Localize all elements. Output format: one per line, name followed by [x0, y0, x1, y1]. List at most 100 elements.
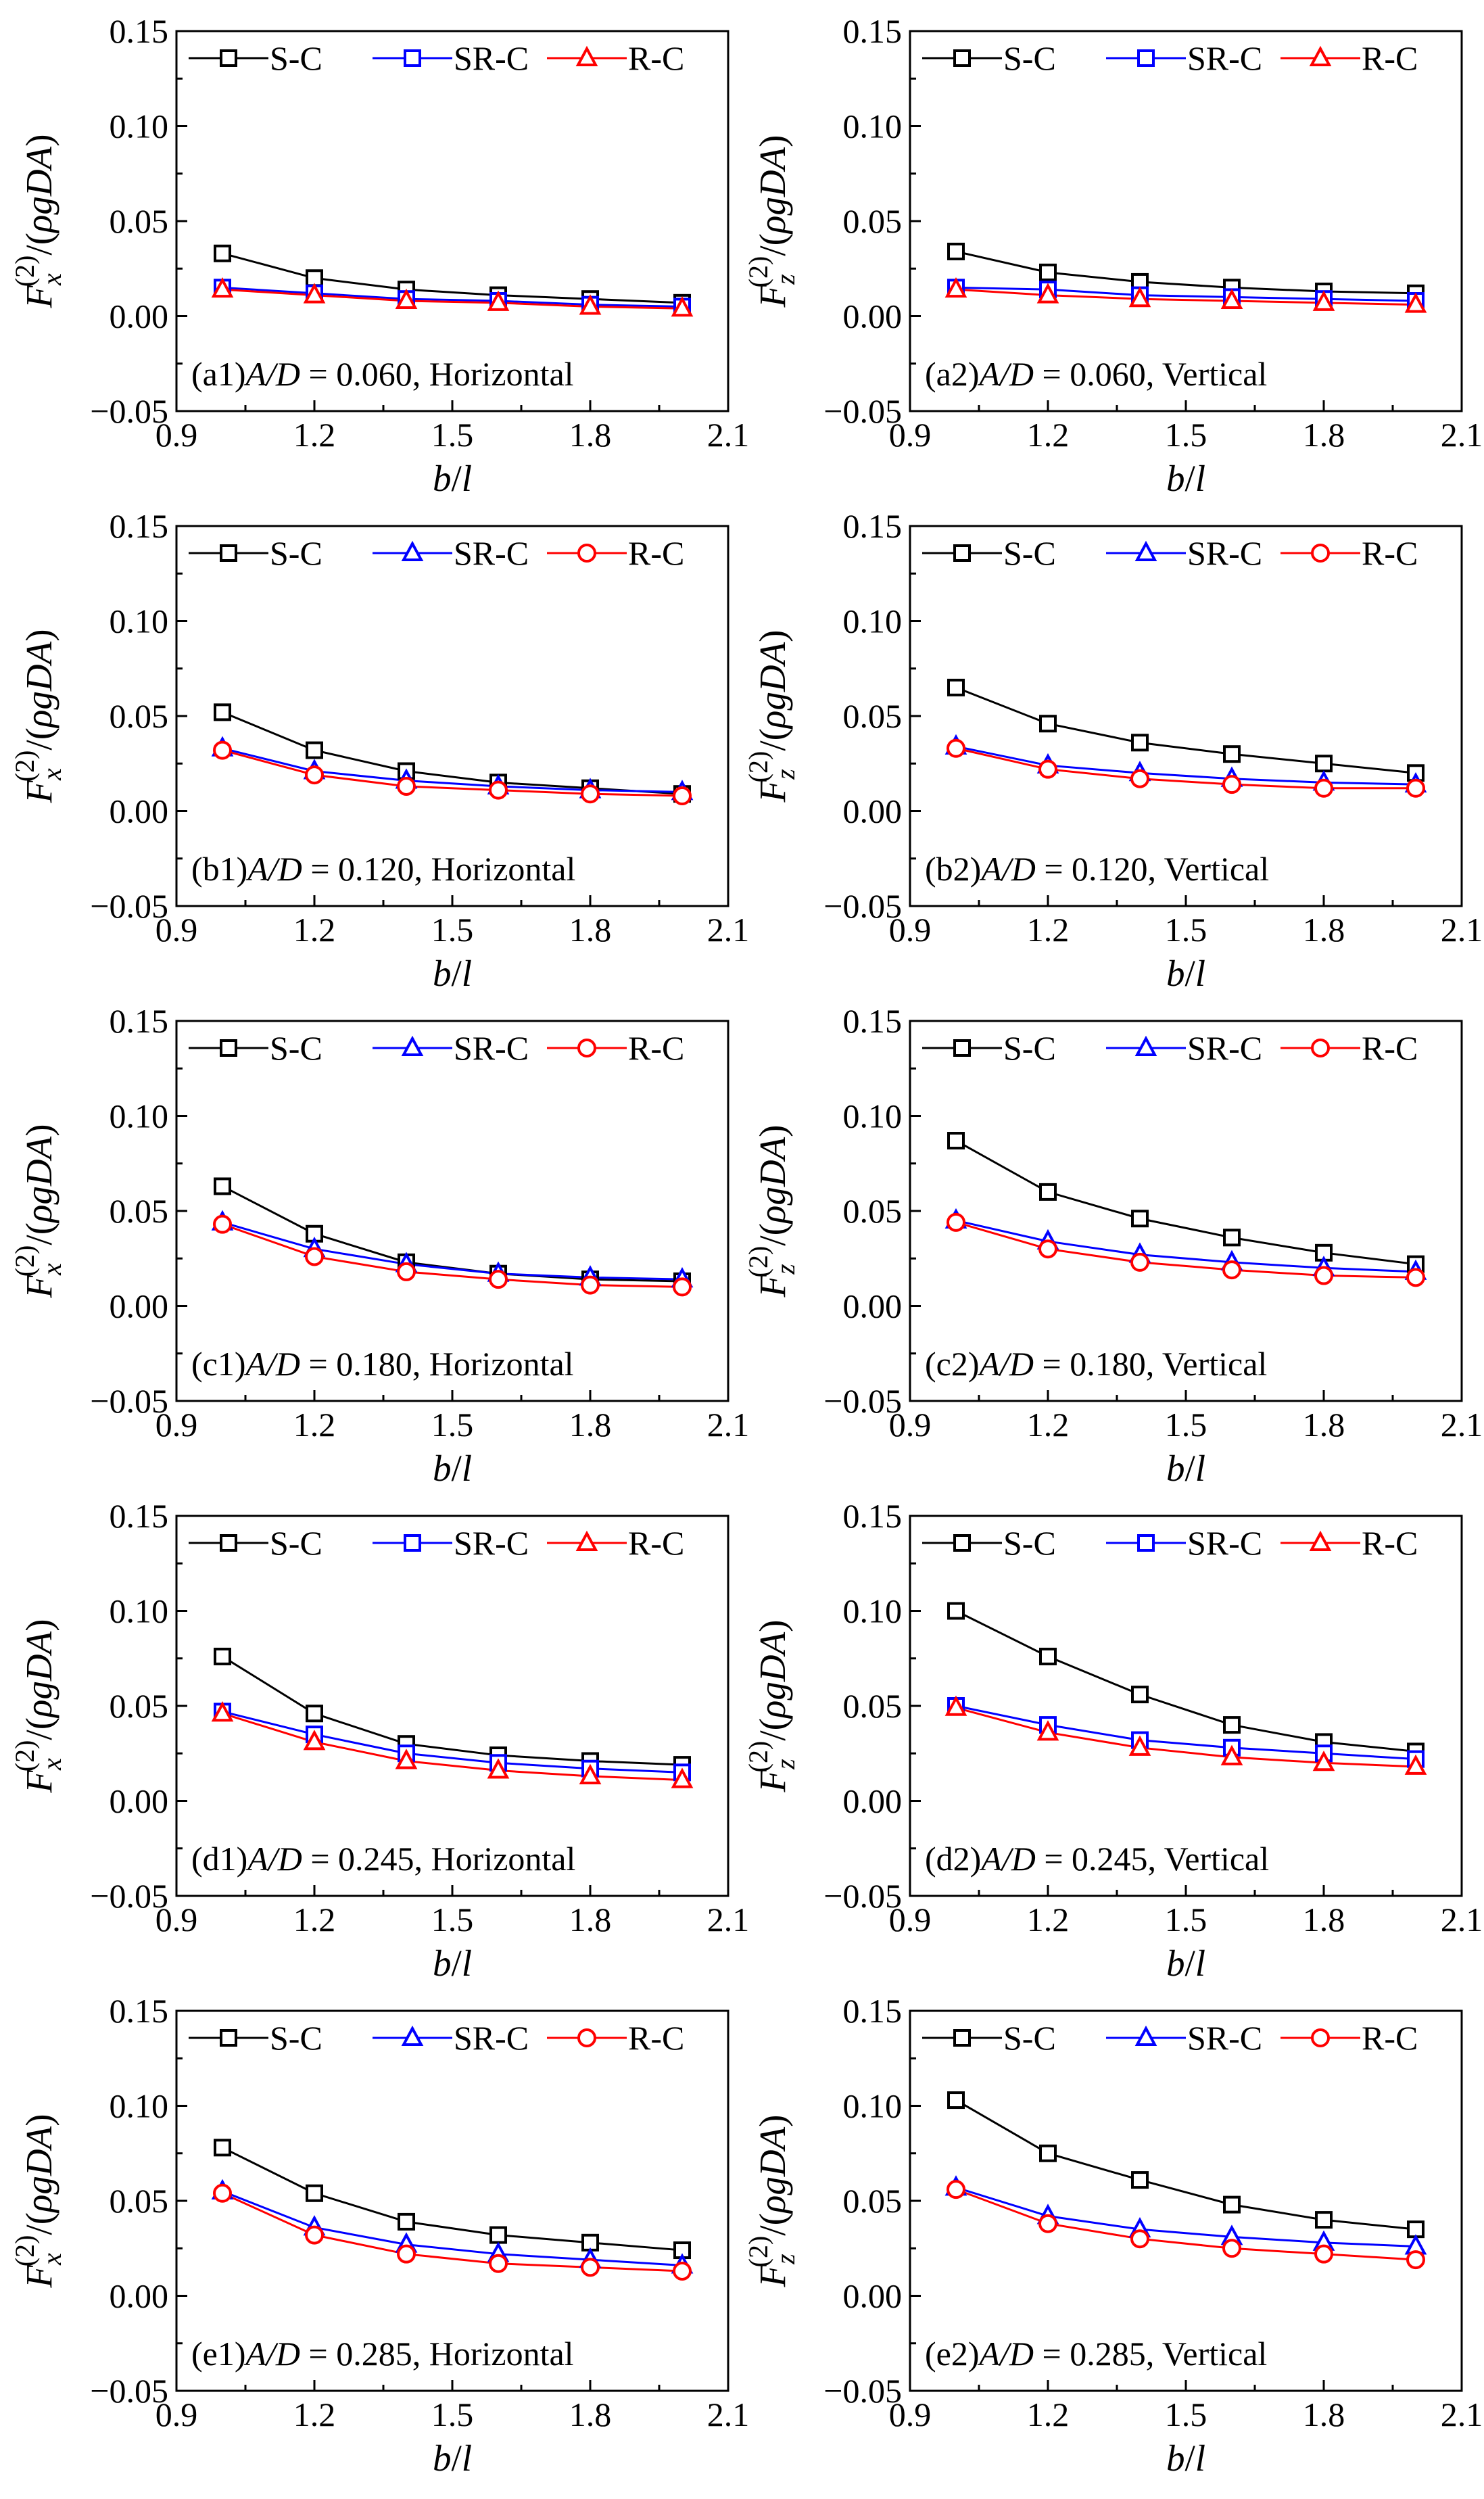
series-line — [222, 749, 683, 797]
legend-item: R-C — [1280, 2019, 1418, 2057]
series-R-C — [955, 1707, 1416, 1768]
x-tick-label: 1.5 — [1165, 911, 1207, 949]
legend-marker — [577, 1039, 596, 1057]
legend-item: R-C — [547, 2019, 684, 2057]
series-line — [222, 1223, 683, 1288]
x-axis-label: b/l — [1166, 458, 1205, 499]
y-axis-label: Fz(2)/(ρgDA) — [743, 1620, 800, 1793]
panel-b2: 0.9 1.2 1.5 1.8 2.1 −0.05 0.00 0.05 0.10 0.15 b/l F… — [743, 507, 1483, 994]
panel-c1: 0.9 1.2 1.5 1.8 2.1 −0.05 0.00 0.05 0.10 0.15 b/l F… — [9, 1002, 749, 1489]
legend-label: SR-C — [1187, 1524, 1262, 1562]
data-point — [581, 784, 600, 804]
legend-label: SR-C — [1187, 39, 1262, 77]
legend-marker — [575, 1530, 598, 1551]
y-tick-label: 0.10 — [843, 1592, 903, 1630]
legend-label: SR-C — [454, 2019, 529, 2057]
series-SR-C — [222, 1710, 683, 1774]
y-axis-label: Fz(2)/(ρgDA) — [743, 1125, 800, 1298]
x-axis-label: b/l — [1166, 953, 1205, 994]
x-tick-label: 1.8 — [569, 1901, 612, 1938]
x-axis-label: b/l — [1166, 1943, 1205, 1984]
data-point — [397, 1262, 416, 1281]
series-line — [222, 1221, 683, 1281]
y-tick-label: 0.05 — [110, 1192, 169, 1230]
series-line — [222, 288, 683, 310]
y-tick-label: −0.05 — [823, 1382, 902, 1420]
data-point — [581, 1275, 600, 1295]
data-point — [947, 678, 965, 696]
legend-label: SR-C — [454, 1029, 529, 1067]
x-tick-label: 1.2 — [293, 2396, 336, 2433]
series-SR-C — [955, 286, 1416, 302]
y-tick-label: 0.15 — [843, 12, 903, 50]
x-tick-label: 1.8 — [1303, 2396, 1345, 2433]
legend-item: R-C — [547, 39, 684, 77]
legend-item: S-C — [189, 39, 322, 77]
data-point — [1039, 715, 1057, 733]
plot-frame — [909, 525, 1463, 907]
series-S-C — [222, 2146, 683, 2252]
x-tick-label: 1.8 — [1303, 1901, 1345, 1938]
y-axis-label: Fz(2)/(ρgDA) — [743, 2115, 800, 2288]
data-point — [395, 288, 418, 310]
data-point — [305, 765, 324, 785]
data-point — [214, 1647, 231, 1665]
series-SR-C — [222, 1221, 683, 1281]
data-point — [1039, 1183, 1057, 1201]
y-axis-label: Fx(2)/(ρgDA) — [9, 1619, 67, 1793]
panel-d1: 0.9 1.2 1.5 1.8 2.1 −0.05 0.00 0.05 0.10 0.15 b/l F… — [9, 1497, 749, 1984]
legend-marker — [953, 544, 971, 562]
legend-marker — [953, 1534, 971, 1552]
legend-item: SR-C — [1106, 534, 1262, 572]
legend-item: SR-C — [1106, 1029, 1262, 1067]
x-tick-label: 1.8 — [569, 911, 612, 949]
legend-item: S-C — [922, 534, 1056, 572]
y-tick-label: 0.10 — [110, 1592, 169, 1630]
data-point — [1223, 1716, 1241, 1734]
series-line — [222, 1710, 683, 1774]
legend-label: R-C — [628, 534, 684, 572]
data-point — [489, 1270, 508, 1289]
data-point — [1131, 734, 1149, 752]
y-tick-label: 0.15 — [110, 1992, 169, 2030]
y-tick-label: 0.00 — [843, 1287, 903, 1325]
legend-label: R-C — [1362, 1524, 1418, 1562]
x-tick-label: 1.2 — [1027, 1406, 1070, 1444]
x-tick-label: 2.1 — [707, 2396, 750, 2433]
data-point — [1039, 2144, 1057, 2162]
data-point — [1223, 1229, 1241, 1247]
data-point — [947, 2180, 965, 2199]
legend-marker — [575, 45, 598, 66]
data-point — [305, 2225, 324, 2245]
x-tick-label: 0.9 — [155, 1901, 198, 1938]
y-tick-label: 0.05 — [843, 1192, 903, 1230]
data-point — [306, 741, 323, 759]
series-SR-C — [222, 2190, 683, 2267]
legend-marker — [1137, 49, 1155, 67]
x-tick-label: 1.8 — [569, 2396, 612, 2433]
legend-marker — [1134, 1035, 1157, 1056]
legend-label: R-C — [628, 39, 684, 77]
legend-item: SR-C — [373, 534, 529, 572]
y-axis-label: Fx(2)/(ρgDA) — [9, 1124, 67, 1298]
data-point — [947, 738, 965, 758]
plot-frame — [175, 2009, 729, 2392]
x-tick-label: 1.2 — [293, 911, 336, 949]
legend-marker — [401, 540, 424, 561]
series-line — [222, 2146, 683, 2252]
legend-marker — [953, 2029, 971, 2047]
legend-label: SR-C — [454, 39, 529, 77]
y-tick-label: 0.00 — [110, 2277, 169, 2315]
plot-frame — [909, 1020, 1463, 1402]
x-tick-label: 0.9 — [155, 416, 198, 454]
x-tick-label: 1.5 — [1165, 416, 1207, 454]
x-tick-label: 0.9 — [889, 911, 932, 949]
y-tick-label: 0.15 — [843, 1497, 903, 1535]
x-tick-label: 0.9 — [889, 1406, 932, 1444]
data-point — [1312, 1751, 1335, 1771]
x-tick-label: 1.5 — [431, 1406, 474, 1444]
x-tick-label: 2.1 — [1441, 1901, 1483, 1938]
data-point — [489, 2254, 508, 2273]
data-point — [1404, 292, 1427, 313]
